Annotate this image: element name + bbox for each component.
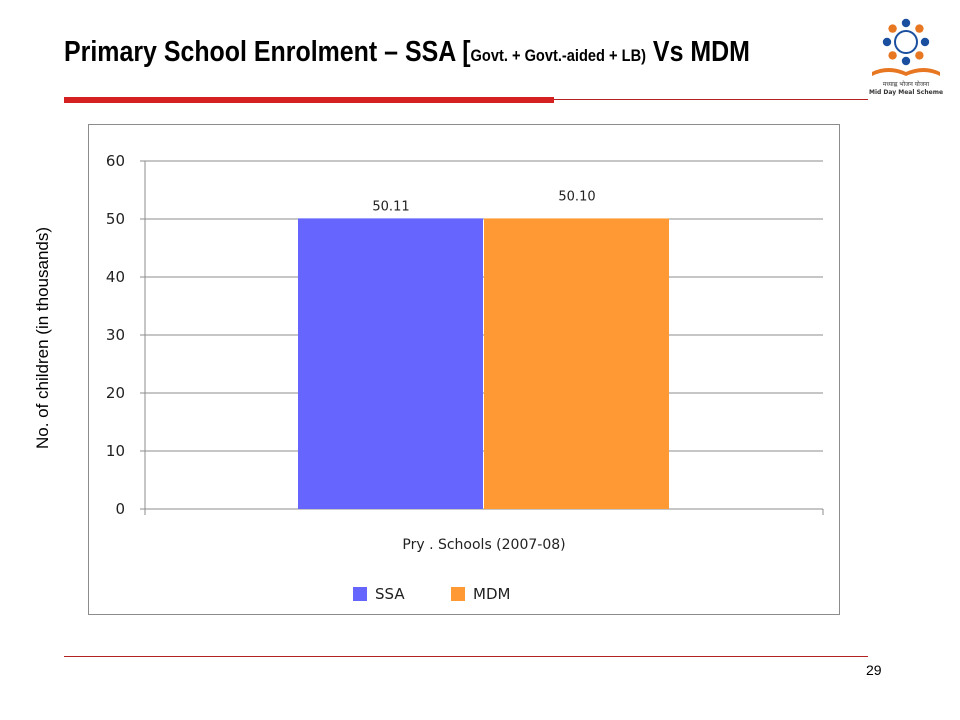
y-tick-label: 20 xyxy=(106,384,125,402)
legend-swatch-ssa xyxy=(353,587,367,601)
y-tick-label: 30 xyxy=(106,326,125,344)
title-underline xyxy=(554,99,868,100)
legend-label-mdm: MDM xyxy=(473,585,510,603)
y-tick-label: 60 xyxy=(106,152,125,170)
title-underline-accent xyxy=(64,97,554,103)
page-number: 29 xyxy=(866,662,882,678)
logo-figure-icon xyxy=(882,37,892,47)
logo-figure-icon xyxy=(888,51,897,60)
y-tick-label: 10 xyxy=(106,442,125,460)
y-tick-label: 40 xyxy=(106,268,125,286)
x-category-label: Pry . Schools (2007-08) xyxy=(402,537,565,553)
slide-title: Primary School Enrolment – SSA [Govt. + … xyxy=(64,36,750,69)
title-detail: Govt. + Govt.-aided + LB) xyxy=(470,46,647,65)
logo-figure-icon xyxy=(915,24,924,33)
bar-chart: 0 10 20 30 40 50 60 50.11 50.10 Pry . Schools (20… xyxy=(106,152,824,603)
logo-ring-figures xyxy=(882,18,930,66)
logo-figure-icon xyxy=(915,51,924,60)
legend-swatch-mdm xyxy=(451,587,465,601)
logo-figure-icon xyxy=(920,37,930,47)
data-label-mdm: 50.10 xyxy=(558,189,595,204)
bar-mdm xyxy=(484,218,669,510)
data-label-ssa: 50.11 xyxy=(372,199,409,214)
logo-inner-ring xyxy=(894,30,918,54)
chart-frame: 0 10 20 30 40 50 60 50.11 50.10 Pry . Schools (20… xyxy=(88,124,840,615)
logo-figure-icon xyxy=(901,18,911,28)
logo-figure-icon xyxy=(888,24,897,33)
logo-book-icon xyxy=(872,68,940,76)
logo-text-hindi: मध्याह्न भोजन योजना xyxy=(883,80,930,88)
logo-text-english: Mid Day Meal Scheme xyxy=(869,89,943,96)
mid-day-meal-logo: मध्याह्न भोजन योजना Mid Day Meal Scheme xyxy=(869,18,943,96)
bar-ssa xyxy=(298,218,483,509)
legend-label-ssa: SSA xyxy=(375,585,405,603)
footer-divider xyxy=(64,656,868,657)
y-axis-label: No. of children (in thousands) xyxy=(33,226,52,450)
y-tick-label: 50 xyxy=(106,210,125,228)
y-tick-label: 0 xyxy=(115,500,125,518)
title-main: Primary School Enrolment – SSA [ xyxy=(64,36,471,68)
logo-figure-icon xyxy=(901,56,911,66)
title-tail: Vs MDM xyxy=(646,36,750,68)
